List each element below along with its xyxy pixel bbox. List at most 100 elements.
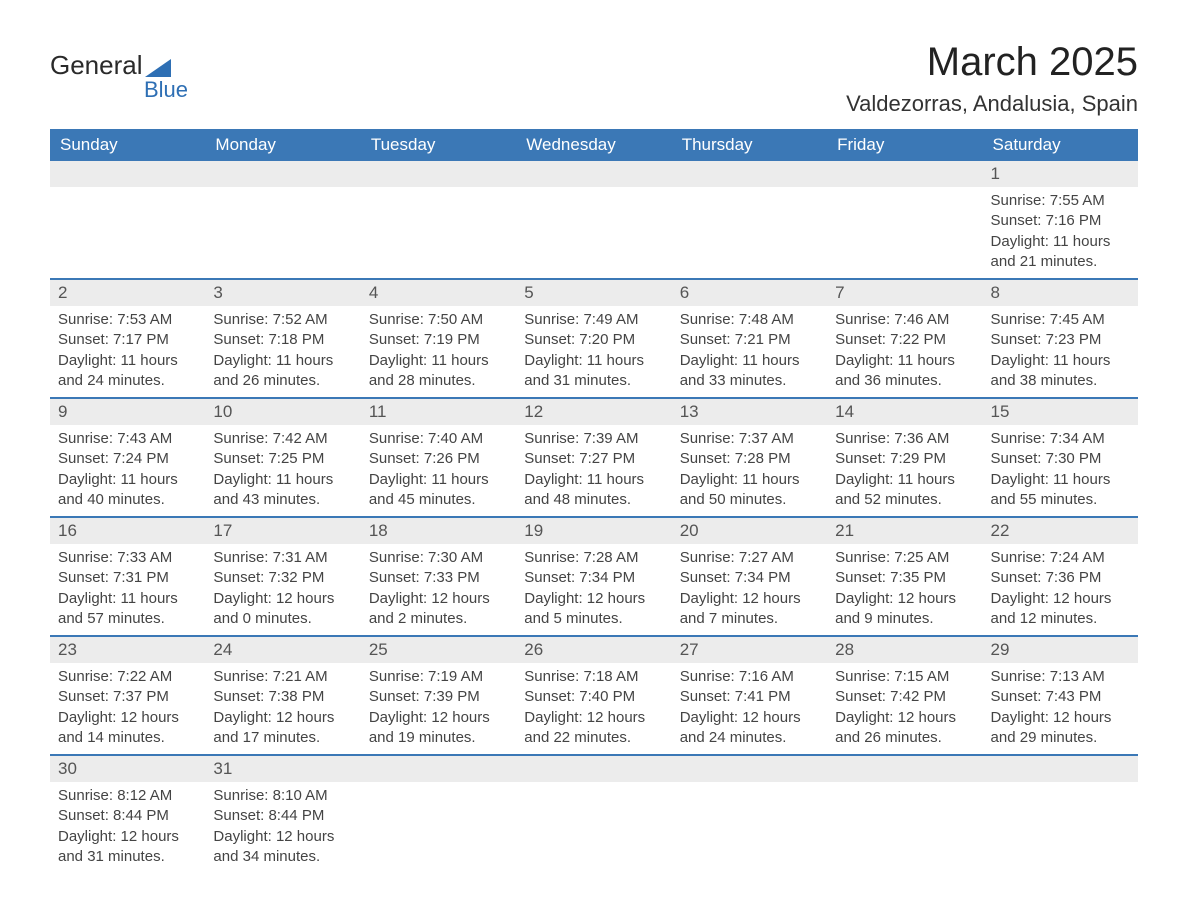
- sunset-line: Sunset: 7:20 PM: [524, 330, 663, 350]
- day-details: [672, 782, 827, 858]
- day-number: 21: [827, 518, 982, 544]
- daylight-line: Daylight: 12 hours and 14 minutes.: [58, 708, 197, 749]
- daylight-line: Daylight: 12 hours and 19 minutes.: [369, 708, 508, 749]
- daylight-line: Daylight: 11 hours and 52 minutes.: [835, 470, 974, 511]
- daylight-line: Daylight: 11 hours and 24 minutes.: [58, 351, 197, 392]
- day-number: 4: [361, 280, 516, 306]
- sunrise-line: Sunrise: 7:52 AM: [213, 310, 352, 330]
- sunset-line: Sunset: 7:40 PM: [524, 687, 663, 707]
- day-details: Sunrise: 7:43 AMSunset: 7:24 PMDaylight:…: [50, 425, 205, 516]
- sunrise-line: Sunrise: 7:36 AM: [835, 429, 974, 449]
- day-details: Sunrise: 7:48 AMSunset: 7:21 PMDaylight:…: [672, 306, 827, 397]
- daylight-line: Daylight: 11 hours and 57 minutes.: [58, 589, 197, 630]
- sunrise-line: Sunrise: 7:16 AM: [680, 667, 819, 687]
- calendar-day-cell: 7Sunrise: 7:46 AMSunset: 7:22 PMDaylight…: [827, 279, 982, 398]
- sunrise-line: Sunrise: 7:48 AM: [680, 310, 819, 330]
- calendar-day-cell: 31Sunrise: 8:10 AMSunset: 8:44 PMDayligh…: [205, 755, 360, 873]
- day-number: 18: [361, 518, 516, 544]
- calendar-day-cell: [516, 755, 671, 873]
- daylight-line: Daylight: 11 hours and 50 minutes.: [680, 470, 819, 511]
- day-details: Sunrise: 7:34 AMSunset: 7:30 PMDaylight:…: [983, 425, 1138, 516]
- calendar-day-cell: 17Sunrise: 7:31 AMSunset: 7:32 PMDayligh…: [205, 517, 360, 636]
- calendar-day-cell: [361, 755, 516, 873]
- sunrise-line: Sunrise: 7:24 AM: [991, 548, 1130, 568]
- calendar-day-cell: 19Sunrise: 7:28 AMSunset: 7:34 PMDayligh…: [516, 517, 671, 636]
- calendar-day-cell: [50, 161, 205, 279]
- day-details: Sunrise: 7:28 AMSunset: 7:34 PMDaylight:…: [516, 544, 671, 635]
- daylight-line: Daylight: 11 hours and 45 minutes.: [369, 470, 508, 511]
- sunrise-line: Sunrise: 7:30 AM: [369, 548, 508, 568]
- calendar-day-cell: [672, 755, 827, 873]
- weekday-heading: Monday: [205, 129, 360, 161]
- calendar-day-cell: 16Sunrise: 7:33 AMSunset: 7:31 PMDayligh…: [50, 517, 205, 636]
- sunset-line: Sunset: 8:44 PM: [58, 806, 197, 826]
- daylight-line: Daylight: 11 hours and 26 minutes.: [213, 351, 352, 392]
- day-number: 3: [205, 280, 360, 306]
- logo-triangle-icon: [145, 59, 171, 77]
- sunrise-line: Sunrise: 7:39 AM: [524, 429, 663, 449]
- day-details: [205, 187, 360, 263]
- calendar-day-cell: 27Sunrise: 7:16 AMSunset: 7:41 PMDayligh…: [672, 636, 827, 755]
- logo: General Blue: [50, 50, 188, 103]
- day-details: Sunrise: 7:18 AMSunset: 7:40 PMDaylight:…: [516, 663, 671, 754]
- day-number: 19: [516, 518, 671, 544]
- day-details: [361, 187, 516, 263]
- calendar-week-row: 23Sunrise: 7:22 AMSunset: 7:37 PMDayligh…: [50, 636, 1138, 755]
- sunrise-line: Sunrise: 7:53 AM: [58, 310, 197, 330]
- day-details: Sunrise: 7:42 AMSunset: 7:25 PMDaylight:…: [205, 425, 360, 516]
- sunrise-line: Sunrise: 8:12 AM: [58, 786, 197, 806]
- sunset-line: Sunset: 7:32 PM: [213, 568, 352, 588]
- calendar-day-cell: 13Sunrise: 7:37 AMSunset: 7:28 PMDayligh…: [672, 398, 827, 517]
- day-number: 24: [205, 637, 360, 663]
- daylight-line: Daylight: 12 hours and 26 minutes.: [835, 708, 974, 749]
- sunset-line: Sunset: 7:23 PM: [991, 330, 1130, 350]
- weekday-heading: Wednesday: [516, 129, 671, 161]
- day-details: Sunrise: 7:46 AMSunset: 7:22 PMDaylight:…: [827, 306, 982, 397]
- calendar-day-cell: 20Sunrise: 7:27 AMSunset: 7:34 PMDayligh…: [672, 517, 827, 636]
- calendar-day-cell: 29Sunrise: 7:13 AMSunset: 7:43 PMDayligh…: [983, 636, 1138, 755]
- sunset-line: Sunset: 7:18 PM: [213, 330, 352, 350]
- sunset-line: Sunset: 7:30 PM: [991, 449, 1130, 469]
- day-details: Sunrise: 7:40 AMSunset: 7:26 PMDaylight:…: [361, 425, 516, 516]
- calendar-day-cell: 24Sunrise: 7:21 AMSunset: 7:38 PMDayligh…: [205, 636, 360, 755]
- sunset-line: Sunset: 7:24 PM: [58, 449, 197, 469]
- calendar-day-cell: 21Sunrise: 7:25 AMSunset: 7:35 PMDayligh…: [827, 517, 982, 636]
- logo-word-2: Blue: [144, 77, 188, 103]
- day-number: 7: [827, 280, 982, 306]
- day-details: Sunrise: 7:30 AMSunset: 7:33 PMDaylight:…: [361, 544, 516, 635]
- sunrise-line: Sunrise: 7:34 AM: [991, 429, 1130, 449]
- daylight-line: Daylight: 12 hours and 34 minutes.: [213, 827, 352, 868]
- sunrise-line: Sunrise: 7:22 AM: [58, 667, 197, 687]
- day-number: [361, 756, 516, 782]
- day-details: Sunrise: 7:39 AMSunset: 7:27 PMDaylight:…: [516, 425, 671, 516]
- day-number: 6: [672, 280, 827, 306]
- day-details: [827, 782, 982, 858]
- calendar-week-row: 30Sunrise: 8:12 AMSunset: 8:44 PMDayligh…: [50, 755, 1138, 873]
- month-title: March 2025: [846, 40, 1138, 85]
- calendar-day-cell: 8Sunrise: 7:45 AMSunset: 7:23 PMDaylight…: [983, 279, 1138, 398]
- day-details: Sunrise: 7:37 AMSunset: 7:28 PMDaylight:…: [672, 425, 827, 516]
- sunrise-line: Sunrise: 7:46 AM: [835, 310, 974, 330]
- day-details: [516, 187, 671, 263]
- day-details: Sunrise: 7:24 AMSunset: 7:36 PMDaylight:…: [983, 544, 1138, 635]
- calendar-day-cell: 15Sunrise: 7:34 AMSunset: 7:30 PMDayligh…: [983, 398, 1138, 517]
- calendar-day-cell: [827, 161, 982, 279]
- day-details: Sunrise: 7:33 AMSunset: 7:31 PMDaylight:…: [50, 544, 205, 635]
- daylight-line: Daylight: 12 hours and 31 minutes.: [58, 827, 197, 868]
- title-block: March 2025 Valdezorras, Andalusia, Spain: [846, 40, 1138, 117]
- daylight-line: Daylight: 11 hours and 40 minutes.: [58, 470, 197, 511]
- day-number: 23: [50, 637, 205, 663]
- sunrise-line: Sunrise: 7:49 AM: [524, 310, 663, 330]
- sunrise-line: Sunrise: 8:10 AM: [213, 786, 352, 806]
- day-number: 1: [983, 161, 1138, 187]
- sunrise-line: Sunrise: 7:50 AM: [369, 310, 508, 330]
- daylight-line: Daylight: 12 hours and 0 minutes.: [213, 589, 352, 630]
- calendar-day-cell: 14Sunrise: 7:36 AMSunset: 7:29 PMDayligh…: [827, 398, 982, 517]
- day-number: 28: [827, 637, 982, 663]
- day-details: Sunrise: 7:25 AMSunset: 7:35 PMDaylight:…: [827, 544, 982, 635]
- day-details: Sunrise: 7:36 AMSunset: 7:29 PMDaylight:…: [827, 425, 982, 516]
- sunset-line: Sunset: 7:28 PM: [680, 449, 819, 469]
- calendar-day-cell: 10Sunrise: 7:42 AMSunset: 7:25 PMDayligh…: [205, 398, 360, 517]
- day-number: [672, 756, 827, 782]
- day-details: Sunrise: 7:45 AMSunset: 7:23 PMDaylight:…: [983, 306, 1138, 397]
